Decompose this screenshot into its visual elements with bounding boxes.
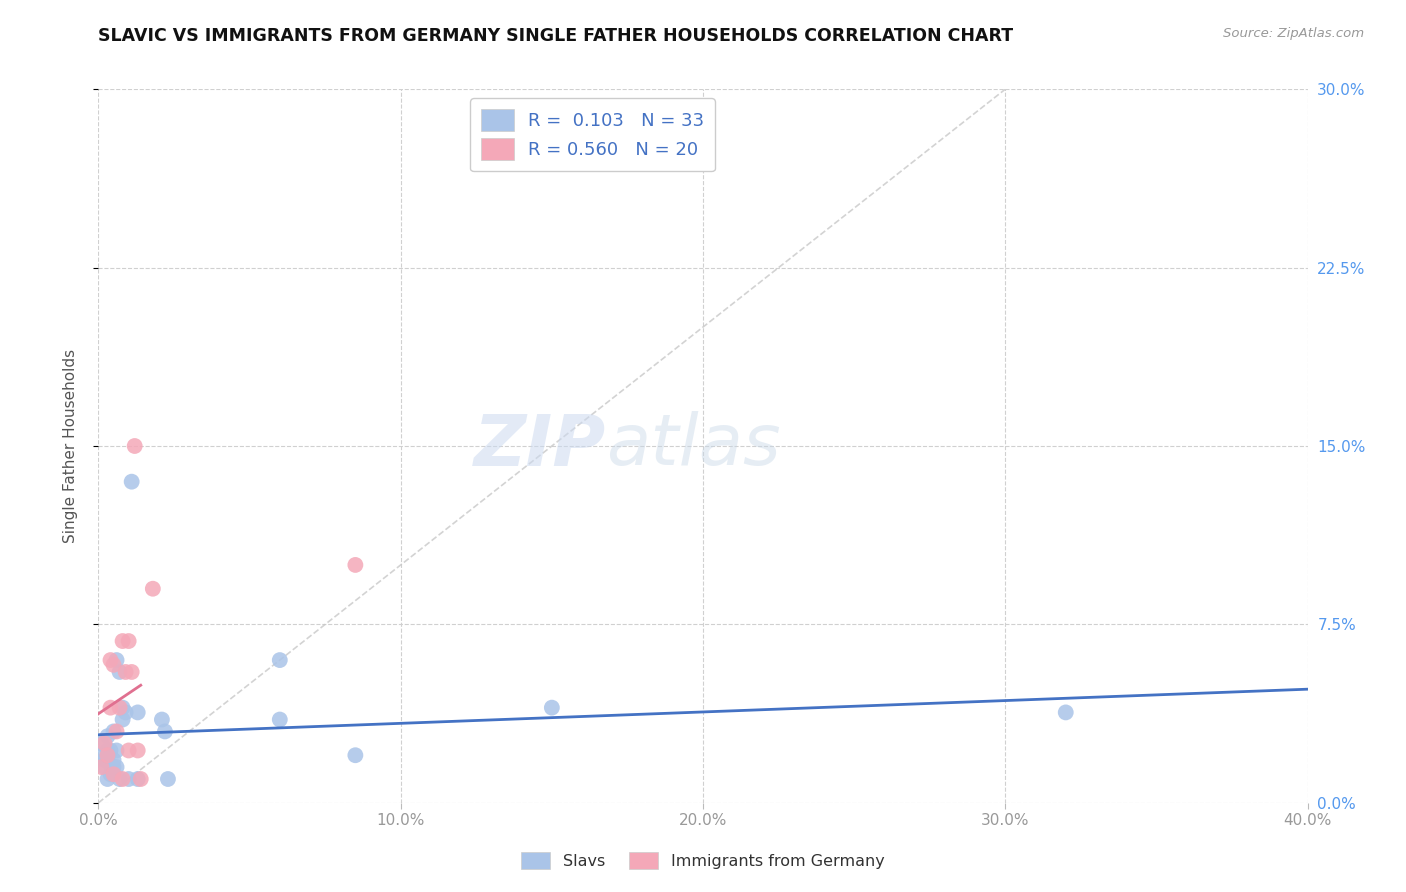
Point [118,634,141,648]
Point [96,748,118,763]
Point [103,753,125,767]
Point [121,665,143,679]
Point [105,724,128,739]
Legend: Slavs, Immigrants from Germany: Slavs, Immigrants from Germany [515,846,891,875]
Point [100,700,122,714]
Point [96,729,118,743]
Point [93,760,115,774]
Point [96,772,118,786]
Point [108,665,131,679]
Point [269,713,291,727]
Point [129,772,152,786]
Point [93,753,115,767]
Point [269,653,291,667]
Point [118,772,141,786]
Point [103,724,125,739]
Point [156,772,179,786]
Text: SLAVIC VS IMMIGRANTS FROM GERMANY SINGLE FATHER HOUSEHOLDS CORRELATION CHART: SLAVIC VS IMMIGRANTS FROM GERMANY SINGLE… [98,27,1014,45]
Point [100,767,122,781]
Point [103,657,125,672]
Y-axis label: Single Father Households: Single Father Households [63,349,77,543]
Text: ZIP: ZIP [474,411,606,481]
Point [344,748,367,763]
Point [108,772,131,786]
Text: atlas: atlas [606,411,780,481]
Point [114,665,136,679]
Point [142,582,165,596]
Point [105,760,128,774]
Point [96,743,118,757]
Point [90,748,112,763]
Point [90,736,112,750]
Point [150,713,173,727]
Point [118,743,141,757]
Point [114,706,136,720]
Point [111,713,134,727]
Point [93,736,115,750]
Point [105,653,128,667]
Point [111,772,134,786]
Point [153,724,176,739]
Text: Source: ZipAtlas.com: Source: ZipAtlas.com [1223,27,1364,40]
Point [90,760,112,774]
Point [540,700,562,714]
Point [103,760,125,774]
Point [103,767,125,781]
Point [127,743,149,757]
Point [127,772,149,786]
Point [344,558,367,572]
Point [100,743,122,757]
Point [111,700,134,714]
Point [108,700,131,714]
Legend: R =  0.103   N = 33, R = 0.560   N = 20: R = 0.103 N = 33, R = 0.560 N = 20 [470,98,714,171]
Point [105,743,128,757]
Point [124,439,146,453]
Point [100,757,122,772]
Point [100,653,122,667]
Point [127,706,149,720]
Point [1054,706,1077,720]
Point [111,634,134,648]
Point [121,475,143,489]
